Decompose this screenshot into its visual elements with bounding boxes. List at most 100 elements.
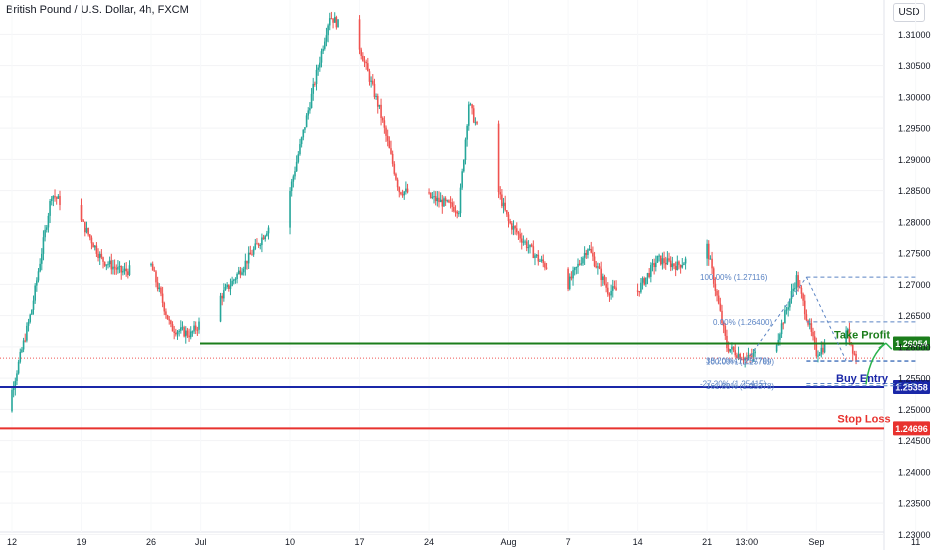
candle-body	[11, 390, 13, 412]
candle-body	[224, 286, 227, 291]
fib-pattern-leg	[805, 276, 847, 361]
candle-body	[716, 290, 718, 296]
candle-body	[232, 279, 235, 281]
fib-level-label: -27.20% (1.25415)	[700, 379, 767, 388]
grid	[0, 33, 884, 535]
y-tick-label: 1.25500	[898, 374, 931, 384]
levels: 1.26054 1.25358 1.24696	[0, 336, 930, 436]
candle-body	[312, 83, 315, 94]
candle-body	[120, 265, 123, 273]
candle-body	[805, 314, 808, 321]
candle-body	[587, 249, 589, 255]
candle-body	[155, 271, 157, 283]
candle-body	[573, 267, 576, 271]
candle-body	[651, 263, 654, 266]
candle-body	[802, 293, 804, 301]
candle-body	[734, 350, 737, 356]
candle-body	[605, 283, 607, 288]
candle-body	[752, 353, 755, 357]
candle-body	[640, 282, 642, 293]
candle-body	[180, 327, 182, 331]
candle-body	[251, 254, 253, 256]
buy-entry-price-label: 1.25358	[895, 383, 928, 393]
candle-body	[453, 206, 455, 212]
fib-level-label: 0.00% (1.26400)	[713, 318, 772, 327]
candle-body	[845, 330, 847, 344]
candle-body	[511, 223, 513, 230]
candle-body	[40, 253, 43, 264]
candle-body	[309, 107, 311, 111]
price-axis: 1.31000 1.30500 1.30000 1.29500 1.29000 1.285…	[898, 30, 931, 540]
candle-body	[122, 270, 124, 273]
candle-body	[678, 261, 680, 265]
candle-body	[636, 290, 639, 292]
time-axis: 12 19 26 Jul 10 17 24 Aug 7 14 21 13:00 Sep 11	[7, 537, 920, 547]
fib-level-label: 100.00% (1.25769)	[706, 357, 774, 366]
candle-body	[184, 330, 187, 337]
candle-body	[388, 140, 391, 149]
candle-body	[14, 380, 17, 389]
candle-body	[264, 235, 267, 240]
currency-selector[interactable]: USD	[893, 3, 925, 22]
candle-body	[706, 243, 708, 259]
y-tick-label: 1.23000	[898, 530, 931, 540]
candle-body	[671, 263, 674, 268]
candle-body	[742, 359, 745, 361]
x-tick-label: 17	[355, 537, 365, 547]
candle-body	[525, 241, 528, 249]
candle-body	[100, 253, 103, 258]
candle-body	[365, 61, 367, 64]
candle-body	[362, 55, 364, 62]
candle-body	[668, 258, 670, 261]
candle-body	[607, 287, 609, 295]
candle-body	[261, 237, 263, 246]
candle-body	[175, 332, 177, 335]
candle-body	[323, 41, 326, 49]
candle-body	[332, 18, 334, 23]
candle-body	[24, 340, 27, 342]
y-tick-label: 1.24000	[898, 467, 931, 477]
candle-body	[474, 122, 477, 124]
candle-body	[472, 108, 475, 123]
candle-body	[583, 252, 586, 258]
fib-level-label: 161.80% (1.25378)	[706, 382, 774, 391]
candle-body	[173, 331, 175, 333]
candle-body	[654, 262, 657, 268]
candle-body	[659, 255, 662, 265]
candle-body	[810, 323, 813, 332]
candle-body	[787, 307, 789, 310]
candle-body	[451, 202, 454, 207]
candle-body	[371, 80, 374, 84]
candle-body	[112, 266, 114, 270]
candle-body	[719, 303, 722, 311]
candle-body	[226, 284, 228, 287]
candle-body	[36, 280, 38, 286]
candle-body	[300, 137, 303, 145]
candle-body	[436, 197, 439, 202]
candle-body	[118, 265, 121, 267]
candle-body	[82, 220, 84, 222]
take-profit-annotation: Take Profit	[834, 330, 890, 342]
candle-body	[567, 268, 569, 290]
candle-body	[32, 300, 35, 310]
candle-body	[438, 197, 440, 203]
x-tick-label: 26	[146, 537, 156, 547]
candle-body	[127, 271, 129, 275]
candle-body	[315, 69, 318, 84]
candle-body	[256, 243, 258, 245]
candle-body	[506, 210, 508, 215]
candle-body	[669, 260, 672, 268]
candle-body	[52, 195, 55, 199]
candle-body	[87, 227, 89, 235]
y-tick-label: 1.28500	[898, 186, 931, 196]
x-tick-label: 19	[77, 537, 87, 547]
y-tick-label: 1.28000	[898, 217, 931, 227]
candle-body	[267, 227, 270, 234]
candle-body	[476, 122, 478, 124]
candle-body	[592, 252, 594, 257]
candle-body	[853, 353, 856, 355]
candle-body	[320, 51, 323, 63]
candle-body	[178, 330, 180, 332]
candle-body	[469, 104, 472, 106]
